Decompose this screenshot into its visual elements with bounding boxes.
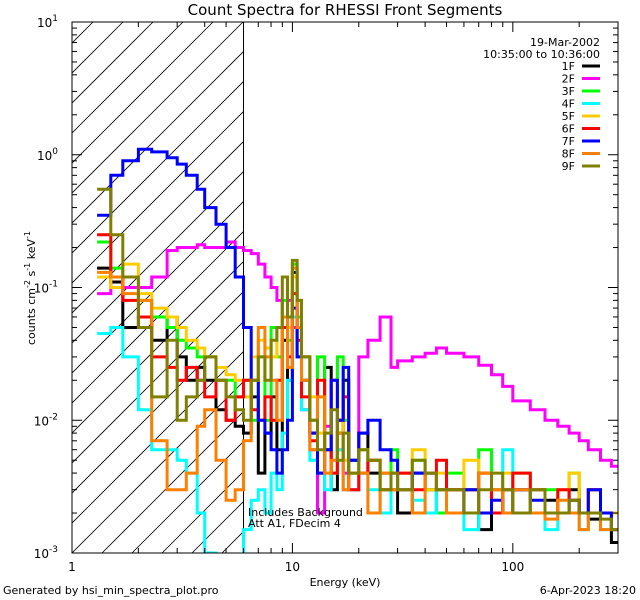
series-layer [97,147,618,553]
x-tick-label: 1 [68,560,76,574]
annotation-background: Includes Background [248,506,363,519]
footer-timestamp: 6-Apr-2023 18:20 [540,584,636,597]
y-tick-label: 100 [37,147,58,163]
legend-label-4F: 4F [562,98,575,111]
x-axis-label: Energy (keV) [310,576,381,589]
legend-label-6F: 6F [562,123,575,136]
hatch-line [72,320,244,494]
hatch-line [72,350,244,524]
date-label: 19-Mar-2002 [530,36,600,49]
y-tick-label: 10-2 [34,412,58,428]
axis-ticks: 1 10 100 10-3 10-2 10-1 100 101 [34,14,619,574]
y-tick-label: 10-3 [34,545,58,561]
svg-text:counts cm-2 s-1 keV-1: counts cm-2 s-1 keV-1 [23,231,38,345]
legend-label-5F: 5F [562,110,575,123]
hatch-line [72,230,244,404]
series-9F [97,187,618,532]
legend-label-2F: 2F [562,73,575,86]
legend-label-8F: 8F [562,148,575,161]
y-tick-label: 101 [37,14,58,30]
hatch-line [72,22,244,194]
x-tick-label: 100 [501,560,524,574]
legend-label-7F: 7F [562,135,575,148]
legend-label-9F: 9F [562,160,575,173]
hatch-line [72,22,184,134]
y-tick-label: 10-1 [34,280,58,296]
hatch-line [72,140,244,314]
hatch-line [72,260,244,434]
annotation-attenuator: Att A1, FDecim 4 [248,517,341,530]
hatch-line [72,22,124,74]
hatch-line [72,50,244,224]
y-axis-label: counts cm-2 s-1 keV-1 [23,231,38,345]
hatch-line [72,380,244,553]
footer-generated-by: Generated by hsi_min_spectra_plot.pro [3,584,219,597]
time-range-label: 10:35:00 to 10:36:00 [483,48,600,61]
x-tick-label: 10 [285,560,300,574]
hatch-line [0,22,3,553]
legend-label-3F: 3F [562,85,575,98]
hatch-line [72,80,244,254]
series-4F [97,315,618,553]
hatch-line [72,200,244,374]
hatch-line [131,440,244,553]
hatch-line [101,410,244,553]
chart-title: Count Spectra for RHESSI Front Segments [188,1,503,19]
legend-label-1F: 1F [562,60,575,73]
hatch-line [72,22,214,164]
